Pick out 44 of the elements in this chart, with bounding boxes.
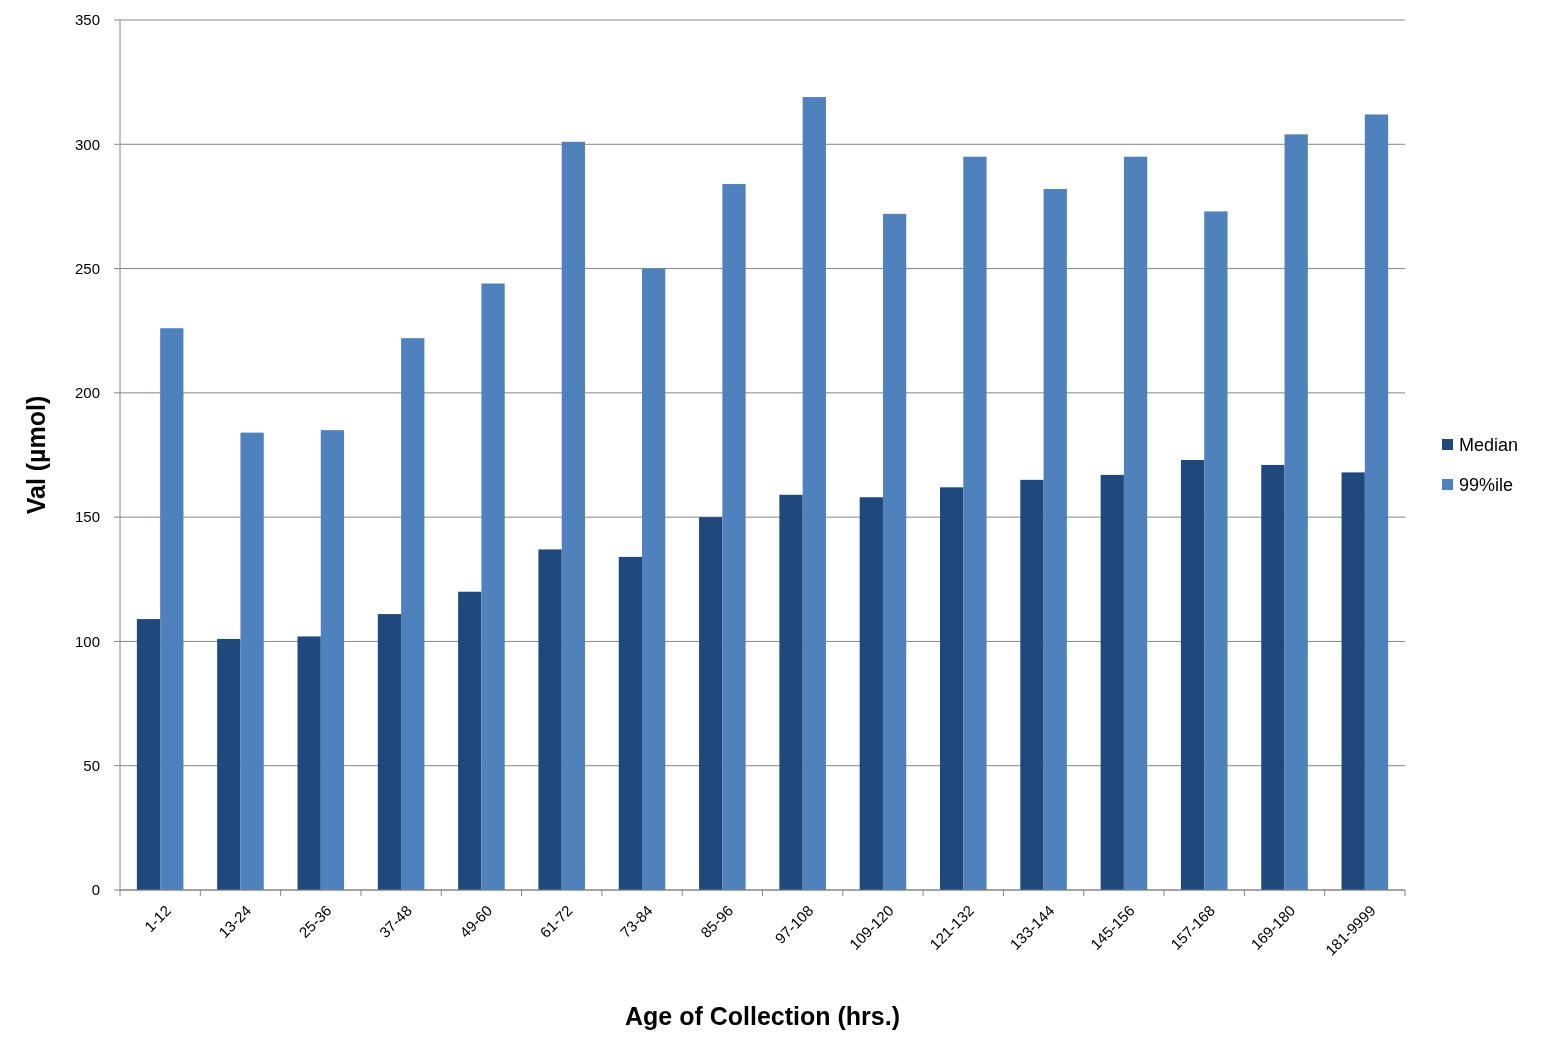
bar	[963, 156, 987, 890]
bar	[618, 556, 643, 890]
bar	[320, 430, 345, 890]
y-tick-label: 100	[74, 632, 100, 650]
bar	[939, 487, 964, 890]
y-tick-label: 0	[91, 881, 100, 899]
bar	[401, 338, 425, 890]
bar	[1204, 211, 1228, 890]
bar	[1180, 459, 1205, 890]
bar	[1341, 472, 1365, 890]
y-tick-label: 50	[83, 756, 100, 774]
bar	[779, 494, 803, 890]
bar	[297, 636, 321, 890]
bar	[699, 517, 723, 890]
y-axis-title: Val (µmol)	[22, 395, 50, 515]
bar	[1261, 464, 1285, 890]
x-axis-title: Age of Collection (hrs.)	[625, 1002, 900, 1030]
bar	[217, 638, 241, 890]
bar	[1364, 114, 1389, 890]
bar	[160, 328, 184, 890]
bar	[859, 497, 883, 890]
bar	[561, 141, 586, 890]
bar	[136, 619, 161, 890]
bar	[1020, 479, 1044, 890]
bar	[240, 432, 264, 890]
bar	[882, 213, 907, 890]
bar	[538, 549, 562, 890]
bar	[642, 268, 666, 890]
y-tick-label: 300	[74, 135, 100, 153]
legend-label: 99%ile	[1459, 475, 1514, 496]
bar	[802, 97, 826, 890]
bar	[458, 591, 482, 890]
bar	[377, 614, 402, 890]
legend-label: Median	[1459, 435, 1519, 456]
y-tick-label: 250	[74, 259, 100, 277]
bar	[1043, 189, 1067, 890]
y-tick-label: 150	[74, 508, 100, 526]
bar	[1123, 156, 1148, 890]
bar	[1100, 474, 1124, 890]
y-tick-label: 350	[74, 11, 100, 29]
bar	[481, 283, 505, 890]
bar	[722, 184, 746, 890]
y-tick-label: 200	[74, 384, 100, 402]
bar	[1284, 134, 1308, 890]
